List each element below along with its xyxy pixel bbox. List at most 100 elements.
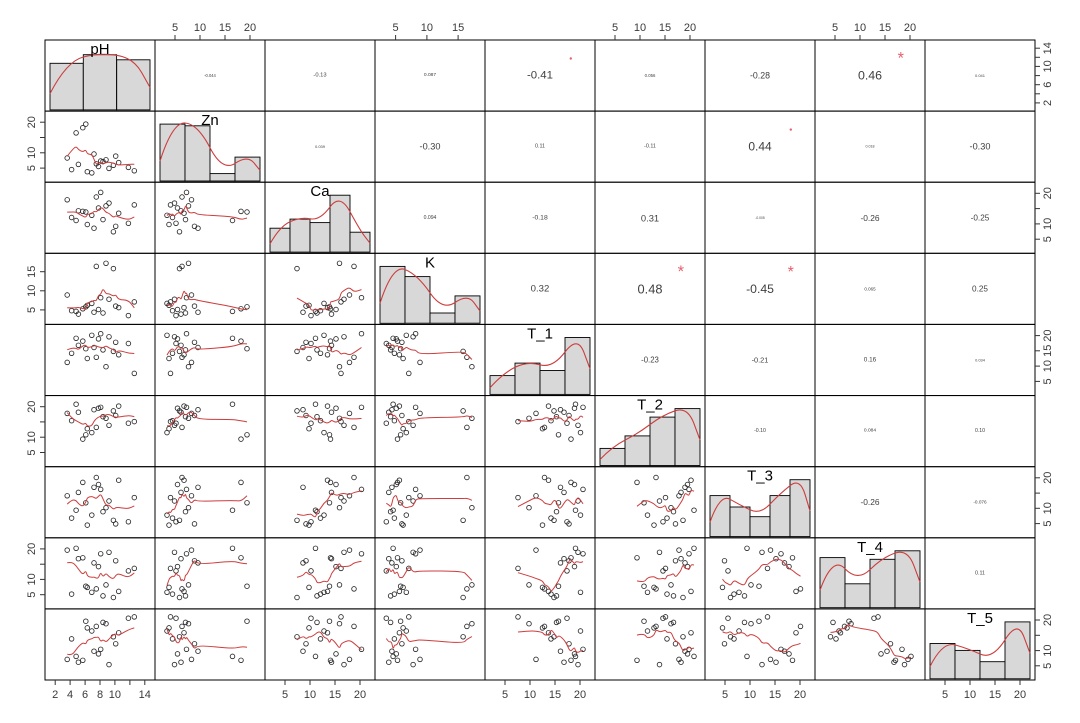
tick-label: 14	[1042, 42, 1054, 54]
tick-label: 20	[354, 689, 366, 701]
tick-label: 20	[1042, 187, 1054, 199]
lowess-line	[517, 630, 584, 653]
panel-Zn-T_5: -0.30	[924, 110, 1036, 183]
data-point	[176, 634, 183, 640]
data-point	[469, 363, 475, 370]
tick-label: 5	[26, 449, 38, 455]
correlation-value: 0.48	[638, 281, 663, 296]
correlation-value: 0.11	[535, 144, 545, 150]
tick-label: 5	[26, 592, 38, 598]
data-point	[110, 594, 117, 601]
correlation-value: 0.32	[531, 283, 550, 294]
data-point	[346, 547, 353, 553]
data-point	[336, 582, 343, 588]
data-point	[341, 296, 347, 302]
data-point	[185, 203, 192, 209]
data-point	[551, 408, 557, 414]
histogram-bar	[539, 370, 566, 395]
data-point	[191, 521, 198, 527]
panel-T_4-Ca	[264, 537, 376, 610]
data-point	[112, 223, 119, 230]
data-point	[179, 623, 185, 630]
data-point	[561, 659, 567, 665]
data-point	[182, 216, 189, 223]
data-point	[908, 653, 914, 660]
data-point	[797, 586, 804, 592]
data-point	[112, 641, 119, 647]
data-point	[103, 260, 109, 267]
data-point	[182, 593, 189, 599]
data-point	[183, 551, 190, 557]
data-point	[83, 500, 89, 506]
lowess-line	[386, 344, 473, 360]
data-point	[417, 410, 423, 417]
data-point	[575, 661, 581, 668]
data-point	[110, 229, 117, 235]
data-point	[188, 292, 195, 298]
variable-label: Ca	[310, 183, 330, 200]
data-point	[73, 335, 79, 342]
data-point	[89, 512, 95, 518]
tick-label: 5	[502, 689, 508, 701]
data-point	[244, 583, 250, 589]
data-point	[195, 309, 201, 315]
data-point	[167, 494, 174, 501]
lowess-line	[296, 287, 362, 311]
data-point	[878, 651, 884, 657]
panel-T_5-T_2	[594, 608, 706, 681]
data-point	[676, 493, 682, 499]
lowess-line	[296, 490, 362, 518]
data-point	[515, 565, 521, 572]
data-point	[321, 512, 327, 518]
lowess-line	[830, 624, 912, 659]
tick-label: 15	[989, 689, 1001, 701]
data-point	[308, 615, 314, 621]
data-point	[93, 623, 100, 630]
data-point	[326, 618, 333, 624]
data-point	[183, 646, 190, 653]
data-point	[80, 338, 86, 344]
data-point	[95, 336, 102, 342]
data-point	[178, 659, 184, 665]
variable-label: T_1	[527, 325, 553, 342]
data-point	[721, 641, 728, 647]
data-point	[303, 339, 309, 346]
correlation-value: -0.26	[860, 213, 879, 223]
data-point	[644, 589, 651, 596]
lowess-line	[722, 558, 801, 586]
data-point	[577, 512, 584, 518]
panel-T_2-T_1	[484, 395, 596, 468]
data-point	[75, 659, 82, 665]
histogram-bar	[269, 227, 291, 253]
data-point	[84, 522, 91, 528]
correlation-value: 0.056	[645, 73, 656, 78]
data-point	[306, 302, 312, 309]
panel-T_1-Ca	[264, 323, 376, 396]
tick-label: 4	[67, 689, 73, 701]
data-point	[176, 517, 183, 524]
panel-T_1-T_5: 0.034	[924, 323, 1036, 396]
panel-T_5-T_1	[484, 608, 596, 681]
data-point	[75, 409, 82, 415]
tick-label: 5	[26, 165, 38, 171]
data-point	[167, 202, 174, 208]
panel-K-T_1: 0.32	[484, 252, 596, 325]
data-point	[391, 636, 398, 642]
data-point	[741, 593, 748, 599]
data-point	[100, 508, 106, 515]
panel-pH-T_3: -0.28	[704, 39, 816, 112]
data-point	[167, 370, 174, 377]
data-point	[333, 405, 339, 411]
data-point	[662, 614, 669, 620]
tick-label: 10	[1042, 644, 1054, 656]
data-point	[336, 620, 343, 627]
panel-T_4-T_4: T_4	[814, 537, 926, 610]
panel-pH-T_1: -0.41	[484, 39, 596, 112]
panel-T_1-T_1: T_1	[484, 323, 596, 396]
data-point	[338, 370, 344, 377]
data-point	[229, 335, 236, 342]
panel-T_2-K	[374, 395, 486, 468]
data-point	[827, 634, 834, 640]
histogram-bar	[979, 661, 1006, 680]
data-point	[793, 630, 799, 636]
